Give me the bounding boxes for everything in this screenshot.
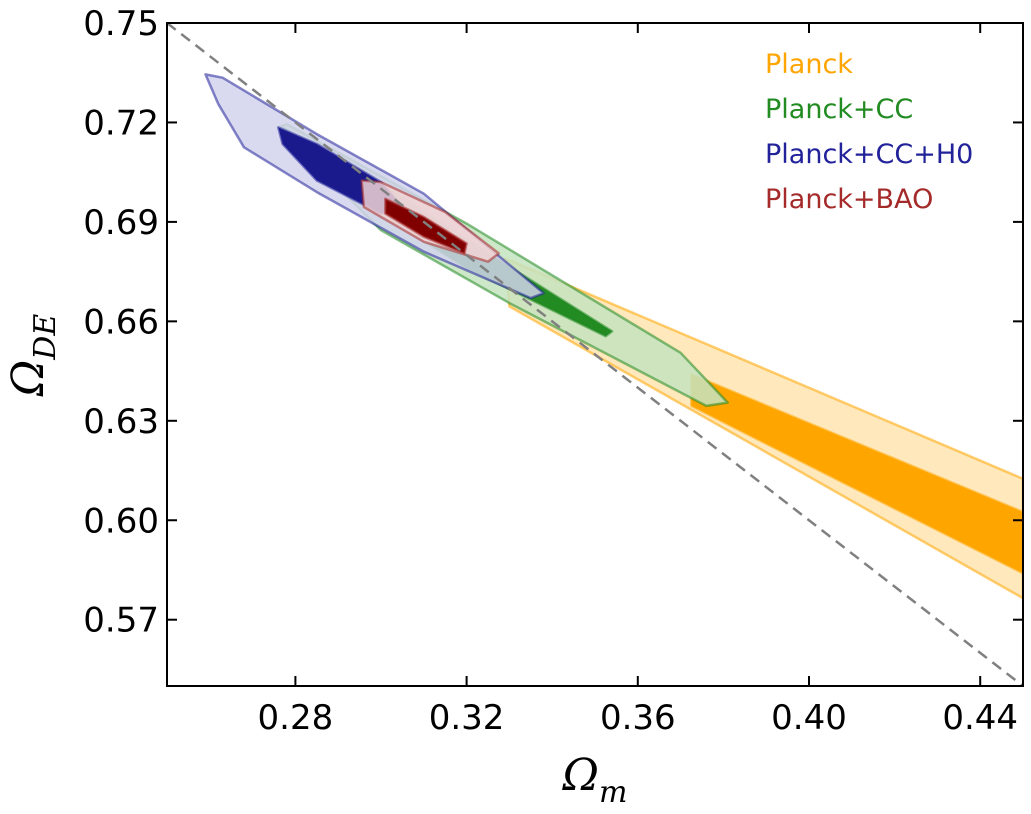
legend-entry: Planck+BAO xyxy=(765,184,933,215)
x-tick-label: 0.32 xyxy=(429,698,505,738)
legend: Planck Planck+CC Planck+CC+H0 Planck+BAO xyxy=(765,49,973,215)
x-tick-label: 0.36 xyxy=(600,698,676,738)
x-axis-ticks: 0.28 0.32 0.36 0.40 0.44 xyxy=(258,23,1018,738)
legend-entry: Planck+CC+H0 xyxy=(765,139,973,170)
y-tick-label: 0.57 xyxy=(83,601,159,641)
y-tick-label: 0.63 xyxy=(83,402,159,442)
plot-frame xyxy=(166,22,1024,687)
y-tick-label: 0.75 xyxy=(83,4,159,44)
y-axis-ticks: 0.57 0.60 0.63 0.66 0.69 0.72 0.75 xyxy=(83,4,1023,641)
legend-entry: Planck xyxy=(765,49,853,80)
reference-line-layer xyxy=(167,23,1023,686)
legend-entry: Planck+CC xyxy=(765,94,913,125)
x-axis-label: Ωm xyxy=(562,750,628,810)
contour-layer xyxy=(204,73,1023,600)
y-tick-label: 0.66 xyxy=(83,302,159,342)
y-tick-label: 0.72 xyxy=(83,103,159,143)
reference-dashed-line xyxy=(167,23,1023,686)
y-tick-label: 0.69 xyxy=(83,203,159,243)
y-tick-label: 0.60 xyxy=(83,501,159,541)
y-axis-label: ΩDE xyxy=(3,314,63,398)
x-tick-label: 0.28 xyxy=(258,698,334,738)
x-tick-label: 0.44 xyxy=(942,698,1018,738)
contour-planck-bao-inner xyxy=(384,197,468,255)
x-tick-label: 0.40 xyxy=(771,698,847,738)
